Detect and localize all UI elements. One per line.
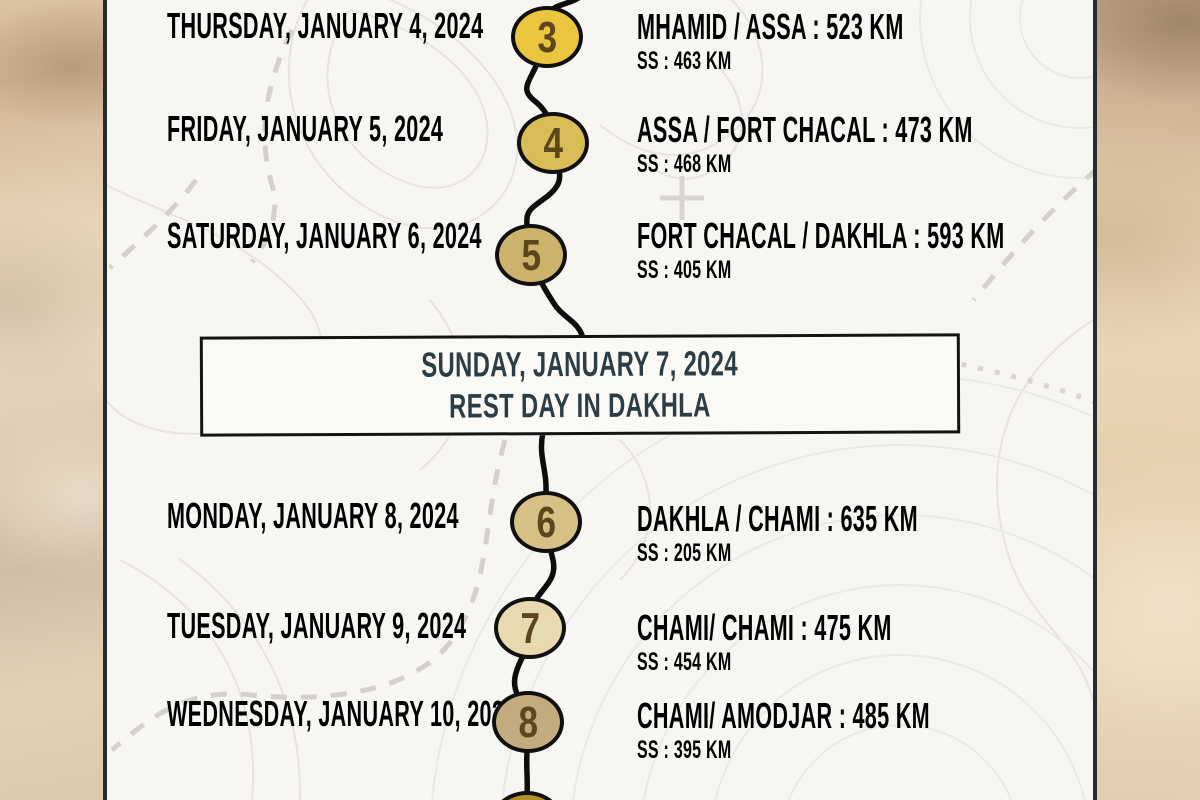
stage-number: 4 [543,119,563,168]
rest-day-banner: SUNDAY, JANUARY 7, 2024 REST DAY IN DAKH… [199,333,961,437]
stage-route: CHAMI/ CHAMI : 475 KM [637,607,892,648]
stage-date: SATURDAY, JANUARY 6, 2024 [167,215,482,256]
stage-number-badge: 5 [495,224,567,286]
stage-ss: SS : 405 KM [637,256,732,284]
stage-route: MHAMID / ASSA : 523 KM [637,6,904,47]
stage-date: MONDAY, JANUARY 8, 2024 [167,495,459,536]
rest-day-date: SUNDAY, JANUARY 7, 2024 [421,344,739,385]
stage-date: THURSDAY, JANUARY 4, 2024 [167,5,484,46]
stage-date: FRIDAY, JANUARY 5, 2024 [167,108,444,149]
stage-number-badge: 8 [492,691,564,753]
stage-number: 6 [536,498,556,547]
stage-number: 8 [518,698,538,747]
stage-ss: SS : 454 KM [637,648,732,676]
desert-photo-left [0,0,103,800]
stage-ss: SS : 463 KM [637,47,732,75]
stage-ss: SS : 395 KM [637,736,732,764]
stage-number: 7 [520,604,540,653]
stage-number-badge: 4 [517,112,589,174]
plus-marker [660,176,704,220]
stage-number: 5 [521,231,541,280]
stage-ss: SS : 468 KM [637,150,732,178]
stage-route: FORT CHACAL / DAKHLA : 593 KM [637,215,1005,256]
stage-number: 3 [537,13,557,62]
rest-day-label: REST DAY IN DAKHLA [449,386,711,426]
stage-ss: SS : 205 KM [637,539,732,567]
stage-number-badge: 3 [511,6,583,68]
stage-route: ASSA / FORT CHACAL : 473 KM [637,109,973,150]
stage-date: TUESDAY, JANUARY 9, 2024 [167,605,467,646]
stage-route: CHAMI/ AMODJAR : 485 KM [637,695,930,736]
desert-photo-right [1097,0,1200,800]
stage-date: WEDNESDAY, JANUARY 10, 2024 [167,693,517,734]
stage-number-badge: 7 [494,597,566,659]
stage-route: DAKHLA / CHAMI : 635 KM [637,498,918,539]
stage-number-badge: 6 [510,491,582,553]
